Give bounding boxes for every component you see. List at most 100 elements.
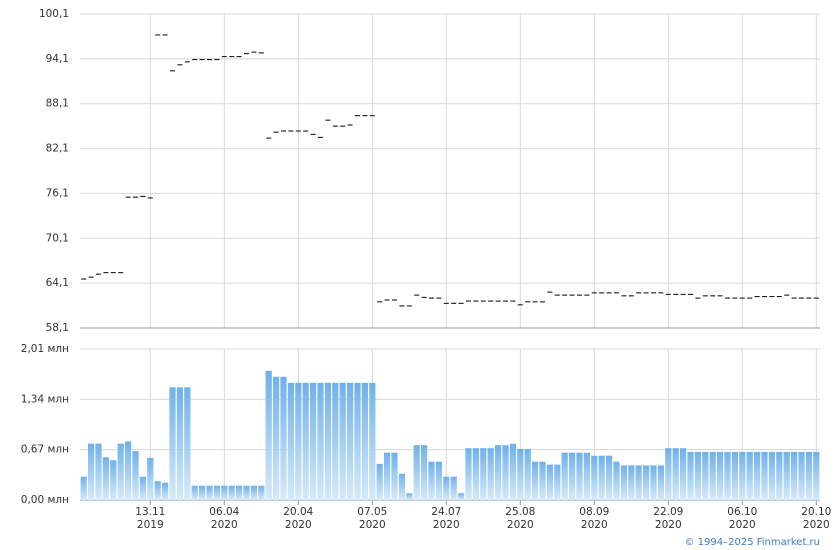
volume-bar (517, 448, 524, 500)
volume-bar (324, 382, 332, 500)
volume-bar (302, 382, 309, 500)
volume-bar (361, 382, 369, 500)
x-tick-year: 2020 (507, 519, 534, 531)
volume-bar (768, 451, 776, 500)
x-tick-label: 20.10 (801, 506, 831, 518)
volume-bar (605, 455, 613, 500)
volume-bar (295, 382, 302, 500)
volume-bar (154, 481, 161, 500)
volume-bar (243, 485, 250, 500)
volume-bar (287, 382, 295, 500)
volume-bar (561, 452, 568, 500)
x-tick-year: 2020 (359, 519, 386, 531)
x-tick-year: 2019 (137, 519, 164, 531)
volume-bar (813, 451, 820, 500)
volume-bar (465, 448, 472, 500)
y-tick-label: 1,34 млн (21, 393, 69, 405)
volume-bar (376, 463, 383, 500)
volume-bar (339, 382, 346, 500)
volume-bar (250, 485, 258, 500)
volume-bar (346, 382, 354, 500)
volume-bar (87, 443, 95, 500)
volume-bar (487, 448, 494, 500)
volume-bar (687, 451, 694, 500)
volume-bar (761, 451, 768, 500)
volume-bar (702, 451, 709, 500)
volume-bar (383, 452, 391, 500)
volume-bar (642, 465, 650, 500)
volume-bar (80, 476, 87, 500)
volume-bar (354, 382, 361, 500)
volume-bar (531, 461, 539, 500)
volume-bar (568, 452, 576, 500)
volume-bar (235, 485, 243, 500)
x-tick-year: 2020 (211, 519, 238, 531)
volume-bar (191, 485, 198, 500)
copyright: © 1994–2025 Finmarket.ru (684, 537, 820, 548)
volume-bar (428, 461, 435, 500)
x-tick-label: 08.09 (579, 506, 609, 518)
volume-bar (139, 476, 147, 500)
volume-bar (716, 451, 724, 500)
x-tick-label: 25.08 (505, 506, 535, 518)
x-tick-year: 2020 (285, 519, 312, 531)
volume-bar (309, 382, 317, 500)
volume-bar (679, 448, 687, 500)
volume-bar (317, 382, 324, 500)
volume-bar (228, 485, 235, 500)
volume-bar (672, 448, 679, 500)
volume-bar (391, 452, 398, 500)
volume-bar (272, 376, 280, 500)
volume-bar (184, 387, 191, 500)
volume-bar (161, 482, 169, 500)
volume-bar (583, 452, 591, 500)
volume-bar (472, 448, 480, 500)
volume-bar (665, 448, 672, 500)
volume-bar (739, 451, 746, 500)
volume-bar (709, 451, 716, 500)
volume-bar (650, 465, 657, 500)
y-tick-label: 94,1 (46, 53, 69, 65)
x-tick-label: 13.11 (135, 506, 165, 518)
volume-bar (147, 457, 154, 500)
volume-bar (576, 452, 583, 500)
y-tick-label: 2,01 млн (21, 343, 69, 355)
volume-bar (198, 485, 206, 500)
volume-bar (524, 448, 531, 500)
x-tick-label: 22.09 (653, 506, 683, 518)
volume-bar (265, 370, 272, 500)
volume-bar (731, 451, 739, 500)
volume-bar (790, 451, 798, 500)
volume-bar (258, 485, 265, 500)
x-tick-year: 2020 (581, 519, 608, 531)
volume-bar (546, 464, 554, 500)
volume-bar (110, 460, 117, 500)
volume-bar (176, 387, 184, 500)
volume-bar (332, 382, 339, 500)
volume-bar (694, 451, 702, 500)
volume-bar (435, 461, 443, 500)
volume-bar (221, 485, 228, 500)
volume-bar (635, 465, 642, 500)
volume-bar (443, 476, 450, 500)
volume-bar (554, 464, 561, 500)
volume-bar (369, 382, 376, 500)
x-tick-year: 2020 (655, 519, 682, 531)
volume-bar (213, 485, 221, 500)
volume-bar (598, 455, 605, 500)
volume-bar (657, 465, 665, 500)
y-tick-label: 58,1 (46, 322, 69, 334)
volume-bar (280, 376, 287, 500)
x-tick-label: 06.10 (727, 506, 757, 518)
x-tick-label: 20.04 (283, 506, 313, 518)
y-tick-label: 82,1 (46, 143, 69, 155)
volume-bar (450, 476, 457, 500)
volume-bar (117, 443, 124, 500)
volume-bar (628, 465, 635, 500)
volume-bar (539, 461, 546, 500)
volume-bar (805, 451, 813, 500)
y-tick-label: 0,67 млн (21, 444, 69, 456)
volume-bar (132, 451, 139, 500)
